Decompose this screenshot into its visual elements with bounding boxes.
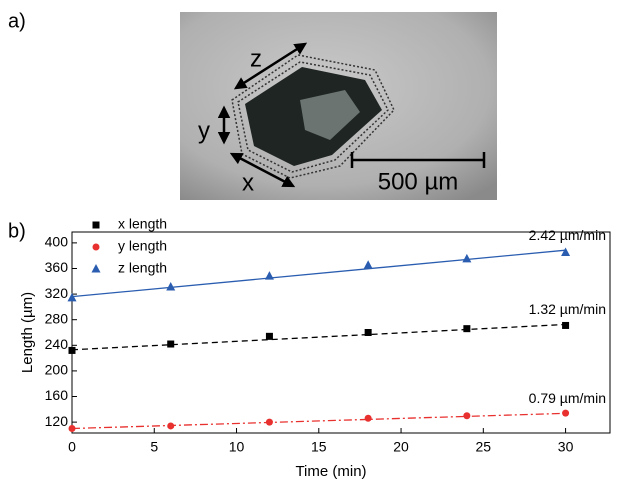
data-point: [67, 292, 77, 302]
fit-line: [71, 323, 566, 351]
data-point: [363, 260, 373, 269]
data-point: [561, 247, 571, 256]
y-tick-label: 320: [45, 285, 69, 301]
data-point: [463, 325, 471, 333]
legend-marker: [91, 264, 101, 273]
x-tick-label: 15: [311, 439, 327, 455]
x-axis-label: Time (min): [295, 463, 366, 480]
legend-marker: [92, 221, 100, 229]
y-tick-label: 400: [45, 234, 69, 250]
x-tick-label: 0: [68, 439, 76, 455]
crystal-face: [300, 90, 360, 140]
data-point: [265, 418, 273, 426]
outline: [237, 61, 389, 173]
data-point: [68, 346, 76, 354]
fit-line: [71, 412, 566, 430]
dimension-label: x: [242, 169, 254, 196]
legend-label: z length: [118, 260, 167, 276]
micrograph: z y x 500 µm: [180, 12, 497, 200]
x-tick-label: 25: [476, 439, 492, 455]
dimension-label: z: [250, 45, 262, 72]
dimension-label: y: [198, 117, 210, 144]
data-point: [166, 282, 176, 291]
fit-label: 1.32 µm/min: [529, 301, 606, 317]
data-point: [265, 332, 273, 340]
x-tick-label: 20: [393, 439, 409, 455]
chart: 0 5 10 15 20 25 30 120 160 200 240 280 320 360 400 Time…: [19, 216, 611, 480]
arrow: [229, 152, 296, 188]
x-tick-label: 5: [150, 439, 158, 455]
y-tick-label: 200: [45, 362, 69, 378]
y-tick-label: 120: [45, 413, 69, 429]
data-point: [364, 329, 372, 336]
scale-bar-label: 500 µm: [378, 168, 459, 195]
y-axis-label: Length (µm): [19, 292, 36, 373]
data-point: [463, 412, 471, 420]
y-tick-label: 240: [45, 336, 69, 352]
fit-label: 2.42 µm/min: [529, 227, 606, 243]
plot-frame: [71, 231, 611, 434]
x-tick-label: 10: [229, 439, 245, 455]
data-point: [462, 253, 472, 263]
data-point: [264, 271, 274, 280]
data-point: [68, 425, 76, 433]
data-point: [167, 340, 175, 348]
fit-line: [71, 249, 566, 298]
y-tick-label: 280: [45, 310, 69, 326]
fit-label: 0.79 µm/min: [529, 390, 606, 406]
data-point: [167, 422, 175, 430]
legend-label: y length: [118, 238, 167, 254]
legend-label: x length: [118, 216, 167, 232]
panel-label: a): [8, 10, 26, 32]
arrow: [233, 42, 308, 90]
panel-label: b): [8, 220, 26, 242]
data-point: [562, 409, 570, 417]
legend-marker: [92, 243, 100, 251]
data-point: [364, 414, 372, 422]
x-tick-label: 30: [558, 439, 574, 455]
data-point: [562, 321, 570, 329]
y-tick-label: 160: [45, 387, 69, 403]
y-tick-label: 360: [45, 259, 69, 275]
